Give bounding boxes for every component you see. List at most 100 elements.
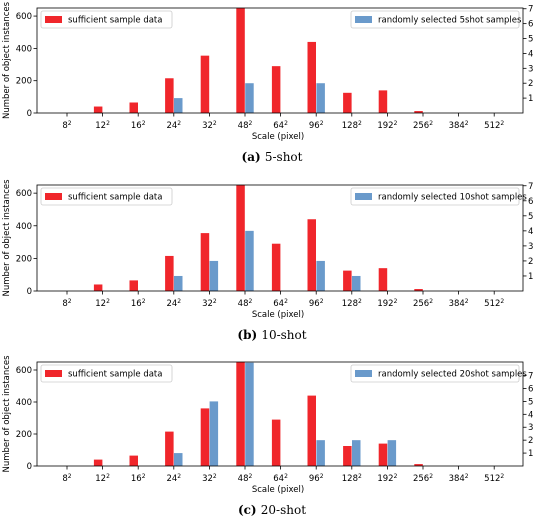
bar-sufficient-96² bbox=[307, 395, 316, 466]
tick-label-exponent: 2 bbox=[68, 120, 72, 127]
x-tick-label: 3842 bbox=[449, 120, 469, 132]
legend-label-sufficient: sufficient sample data bbox=[68, 193, 162, 203]
legend-box bbox=[40, 10, 173, 29]
x-tick-label: 242 bbox=[166, 473, 181, 485]
x-tick-label: 1922 bbox=[377, 120, 397, 132]
tick-label-exponent: 2 bbox=[284, 120, 288, 127]
x-tick-label: 1922 bbox=[377, 473, 397, 485]
x-tick-label: 3842 bbox=[449, 473, 469, 485]
x-tick-label: 322 bbox=[202, 473, 217, 485]
tick-label-base: 8 bbox=[62, 299, 67, 309]
bar-sufficient-256² bbox=[414, 289, 423, 291]
y2-tick-label: 6 bbox=[528, 384, 533, 394]
bar-fewshot-96² bbox=[316, 83, 325, 113]
x-tick-label: 5122 bbox=[484, 298, 504, 310]
y-axis-label: Number of object instances bbox=[2, 179, 12, 297]
y-tick-label: 600 bbox=[16, 366, 32, 376]
tick-label-base: 192 bbox=[377, 474, 393, 484]
y-tick-label: 0 bbox=[27, 287, 32, 297]
tick-label-base: 48 bbox=[238, 474, 249, 484]
tick-label-base: 192 bbox=[377, 121, 393, 131]
x-tick-label: 2562 bbox=[413, 120, 433, 132]
legend-left: sufficient sample data bbox=[40, 10, 173, 29]
y-tick-label: 400 bbox=[16, 398, 32, 408]
x-tick-label: 1282 bbox=[342, 120, 362, 132]
legend-swatch-fewshot bbox=[355, 193, 372, 200]
y-tick-label: 600 bbox=[16, 189, 32, 199]
bar-sufficient-192² bbox=[378, 443, 388, 466]
bar-sufficient-32² bbox=[200, 408, 210, 466]
legend-box bbox=[350, 10, 520, 29]
tick-label-exponent: 2 bbox=[394, 473, 398, 480]
tick-label-base: 192 bbox=[377, 299, 393, 309]
tick-label-exponent: 2 bbox=[68, 473, 72, 480]
tick-label-exponent: 2 bbox=[106, 120, 110, 127]
y-axis-label: Number of object instances bbox=[2, 355, 12, 473]
subfigure-caption: (b) 10-shot bbox=[237, 328, 306, 342]
legend-right: randomly selected 5shot samples bbox=[350, 10, 522, 29]
x-tick-label: 962 bbox=[309, 120, 324, 132]
bar-sufficient-12² bbox=[93, 459, 103, 466]
subfigure-caption: (c) 20-shot bbox=[238, 503, 306, 517]
caption-text: 5-shot bbox=[265, 150, 303, 164]
bar-sufficient-24² bbox=[165, 255, 174, 291]
bar-fewshot-24² bbox=[174, 98, 183, 113]
legend-swatch-fewshot bbox=[355, 370, 372, 377]
tick-label-exponent: 2 bbox=[142, 473, 146, 480]
tick-label-exponent: 2 bbox=[142, 120, 146, 127]
bar-fewshot-96² bbox=[316, 260, 325, 291]
bar-fewshot-128² bbox=[352, 440, 361, 466]
tick-label-base: 512 bbox=[484, 299, 500, 309]
y-axis-label: Number of object instances bbox=[2, 1, 12, 119]
tick-label-exponent: 2 bbox=[177, 473, 181, 480]
bar-sufficient-48² bbox=[236, 185, 245, 291]
tick-label-exponent: 2 bbox=[177, 298, 181, 305]
x-axis-label: Scale (pixel) bbox=[252, 132, 304, 142]
legend-label-fewshot: randomly selected 5shot samples bbox=[378, 16, 522, 26]
tick-label-exponent: 2 bbox=[500, 298, 504, 305]
bars bbox=[93, 8, 423, 113]
tick-label-base: 128 bbox=[342, 121, 358, 131]
tick-label-base: 128 bbox=[342, 299, 358, 309]
bar-fewshot-32² bbox=[209, 260, 219, 291]
y2-tick-label: 4 bbox=[528, 227, 533, 237]
x-tick-label: 1282 bbox=[342, 298, 362, 310]
tick-label-exponent: 2 bbox=[358, 298, 362, 305]
legend-right: randomly selected 20shot samples bbox=[350, 364, 527, 383]
bars bbox=[93, 185, 423, 291]
x-tick-label: 122 bbox=[95, 120, 110, 132]
tick-label-exponent: 2 bbox=[106, 298, 110, 305]
tick-label-exponent: 2 bbox=[320, 298, 324, 305]
tick-label-exponent: 2 bbox=[142, 298, 146, 305]
tick-label-base: 16 bbox=[131, 121, 142, 131]
caption-text: 20-shot bbox=[261, 503, 306, 517]
x-tick-label: 1922 bbox=[377, 298, 397, 310]
x-tick-label: 642 bbox=[273, 298, 288, 310]
tick-label-exponent: 2 bbox=[249, 298, 253, 305]
bar-fewshot-96² bbox=[316, 440, 325, 466]
bar-fewshot-192² bbox=[387, 440, 397, 466]
bar-fewshot-48² bbox=[245, 362, 254, 466]
y-tick-label: 400 bbox=[16, 222, 32, 232]
y2-tick-label: 7 bbox=[528, 182, 533, 192]
x-tick-label: 162 bbox=[131, 298, 146, 310]
tick-label-exponent: 2 bbox=[429, 120, 433, 127]
tick-label-exponent: 2 bbox=[249, 473, 253, 480]
x-tick-label: 5122 bbox=[484, 120, 504, 132]
tick-label-exponent: 2 bbox=[465, 298, 469, 305]
subfigure-caption: (a) 5-shot bbox=[242, 150, 303, 164]
y-tick-label: 200 bbox=[16, 430, 32, 440]
bar-sufficient-12² bbox=[93, 284, 103, 291]
legend-box bbox=[350, 364, 520, 383]
tick-label-base: 12 bbox=[95, 299, 106, 309]
x-tick-label: 482 bbox=[238, 120, 253, 132]
y2-tick-label: 4 bbox=[528, 410, 533, 420]
tick-label-base: 8 bbox=[62, 474, 67, 484]
tick-label-base: 24 bbox=[166, 299, 177, 309]
caption-label: (b) bbox=[237, 328, 261, 342]
x-tick-label: 242 bbox=[166, 120, 181, 132]
legend-label-sufficient: sufficient sample data bbox=[68, 16, 162, 26]
y-tick-label: 200 bbox=[16, 77, 32, 87]
